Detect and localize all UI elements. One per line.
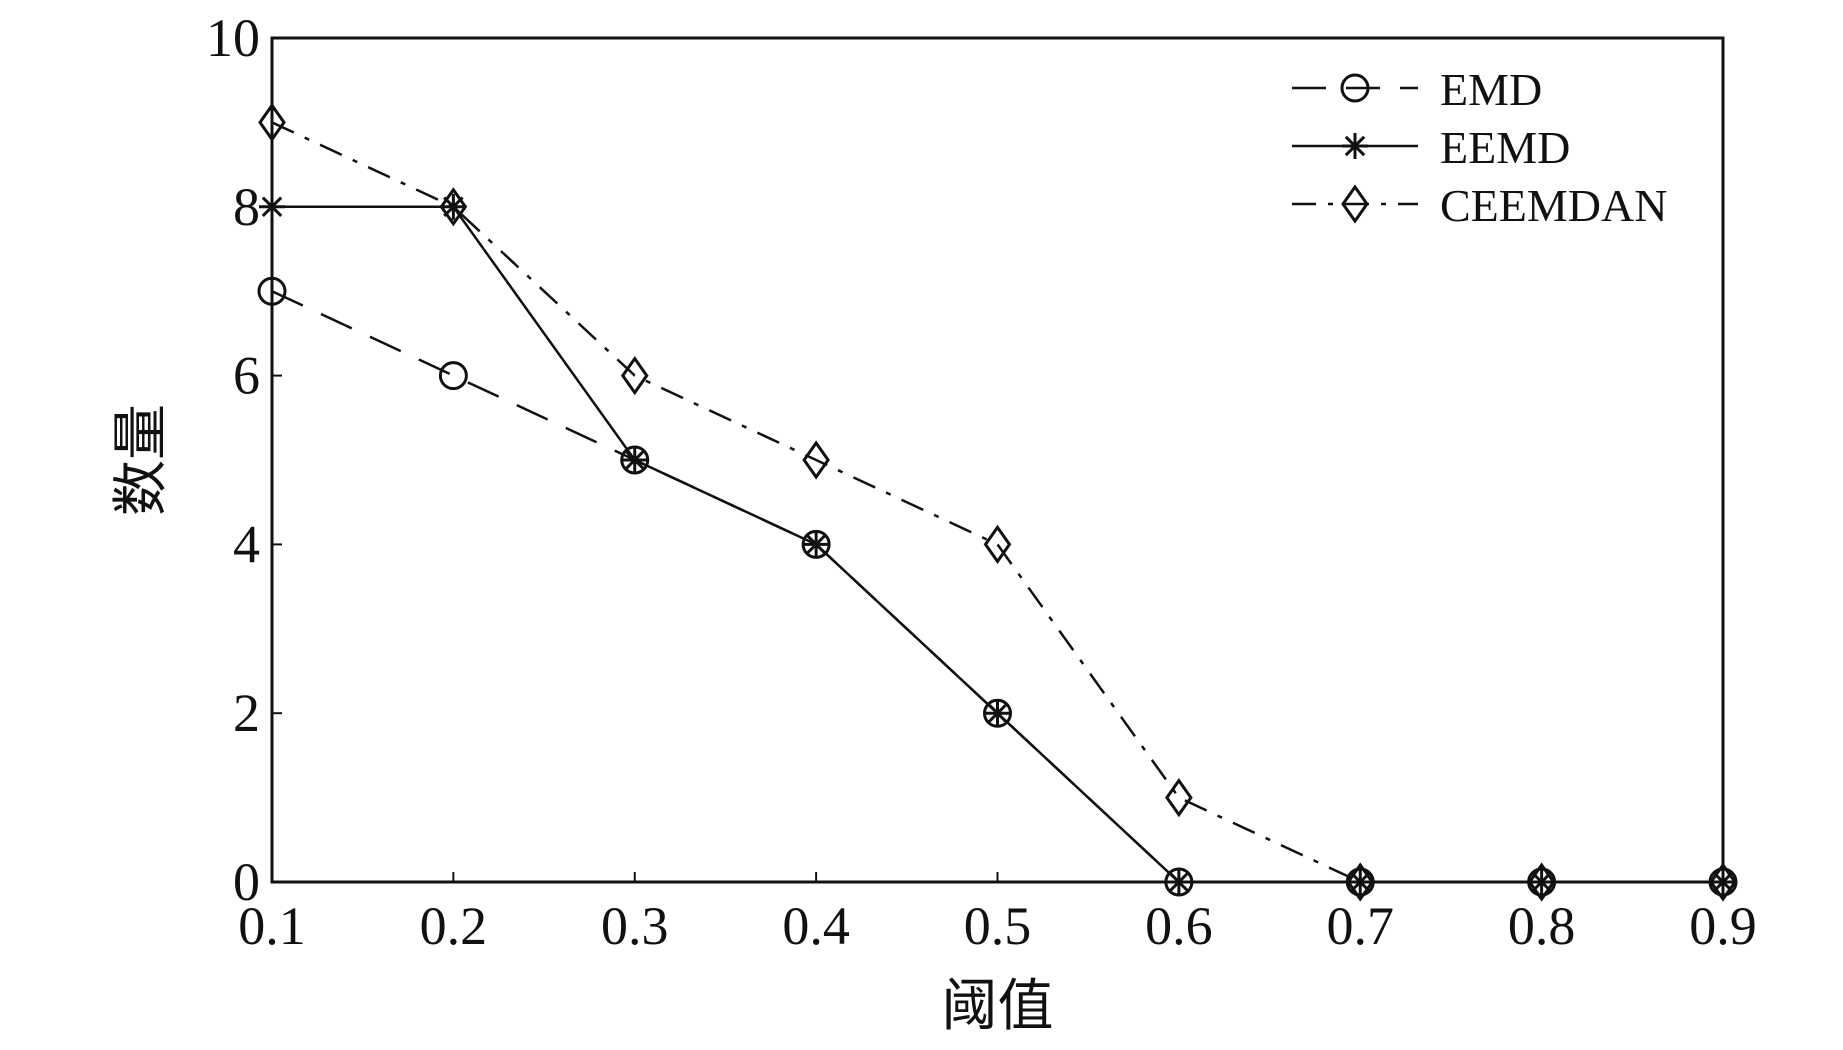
data-point-eemd <box>440 193 467 220</box>
legend: EMD EEMD CEEMDAN <box>1292 64 1667 231</box>
data-point-emd <box>438 361 468 391</box>
legend-marker-ceemdan <box>1341 184 1369 224</box>
data-point-eemd <box>803 531 830 558</box>
y-axis-label: 数量 <box>111 404 173 516</box>
y-tick-label: 10 <box>206 8 260 68</box>
legend-item-eemd: EEMD <box>1292 122 1570 173</box>
x-axis-ticks: 0.1 0.2 0.3 0.4 0.5 0.6 0.7 0.8 0.9 <box>238 872 1757 956</box>
x-tick-label: 0.8 <box>1508 896 1576 956</box>
x-tick-label: 0.9 <box>1689 896 1757 956</box>
legend-label: EEMD <box>1440 122 1570 173</box>
y-tick-label: 8 <box>233 177 260 237</box>
data-point-ceemdan <box>802 440 830 480</box>
legend-item-ceemdan: CEEMDAN <box>1292 180 1667 231</box>
data-point-eemd <box>984 700 1011 727</box>
x-tick-label: 0.4 <box>782 896 850 956</box>
legend-marker-eemd <box>1342 133 1368 159</box>
y-tick-label: 4 <box>233 514 260 574</box>
legend-item-emd: EMD <box>1292 64 1542 115</box>
data-point-ceemdan <box>439 187 468 227</box>
x-tick-label: 0.5 <box>964 896 1032 956</box>
data-point-ceemdan <box>1165 777 1193 818</box>
y-tick-label: 2 <box>233 683 260 743</box>
data-point-ceemdan <box>983 524 1012 565</box>
data-point-ceemdan <box>620 355 649 396</box>
data-point-eemd <box>621 447 648 473</box>
x-tick-label: 0.6 <box>1145 896 1213 956</box>
y-tick-label: 6 <box>233 346 260 406</box>
x-tick-label: 0.2 <box>420 896 488 956</box>
y-tick-label: 0 <box>233 852 260 912</box>
x-axis-label: 阈值 <box>942 976 1054 1038</box>
legend-label: CEEMDAN <box>1440 180 1667 231</box>
x-tick-label: 0.1 <box>238 896 306 956</box>
data-point-ceemdan <box>1346 862 1375 902</box>
series-line-ceemdan <box>271 121 1723 884</box>
legend-label: EMD <box>1440 64 1542 115</box>
x-tick-label: 0.3 <box>601 896 669 956</box>
y-axis-ticks: 0 2 4 6 8 10 <box>206 8 282 912</box>
data-point-ceemdan <box>1527 862 1556 902</box>
legend-marker-emd <box>1340 73 1370 103</box>
x-tick-label: 0.7 <box>1327 896 1395 956</box>
data-point-ceemdan <box>1709 862 1737 902</box>
